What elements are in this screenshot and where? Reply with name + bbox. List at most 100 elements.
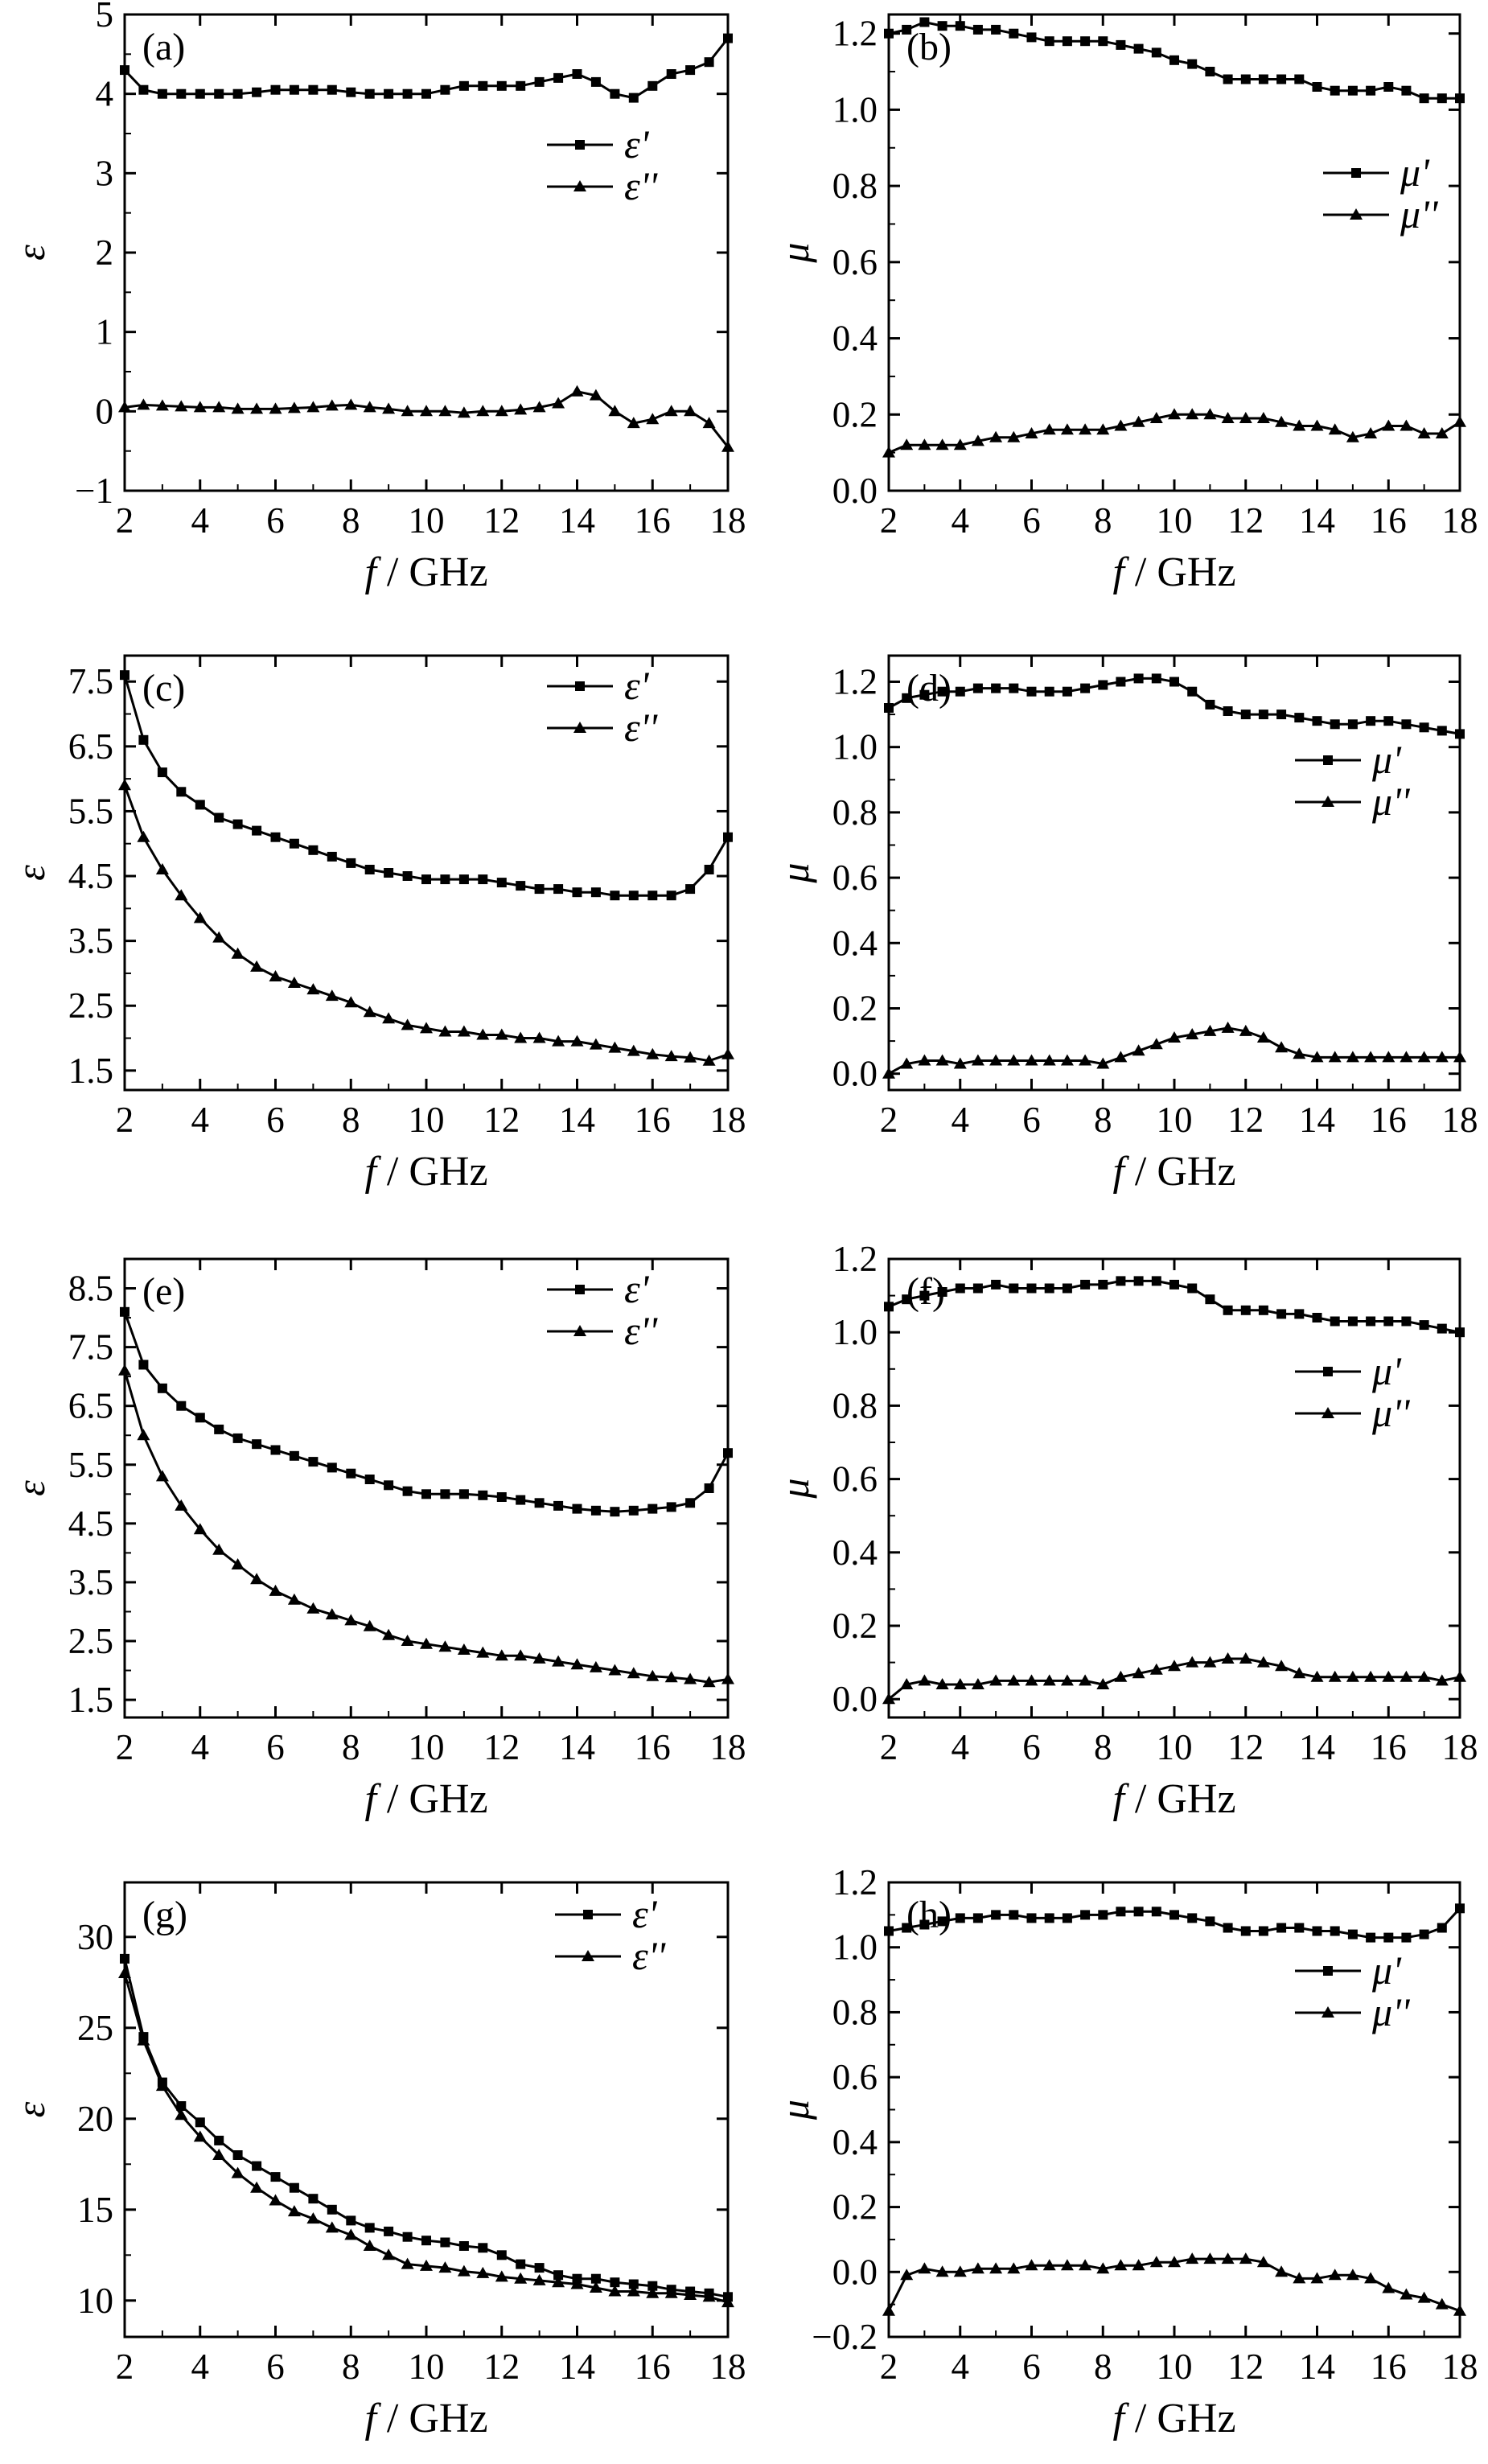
data-point (120, 65, 129, 76)
y-tick-label: 1.0 (832, 89, 878, 130)
data-point (420, 1637, 433, 1649)
x-tick-label: 18 (710, 1727, 746, 1767)
data-point (402, 871, 413, 881)
y-tick-label: 0.2 (832, 1606, 878, 1646)
x-tick-label: 6 (1022, 2347, 1041, 2387)
data-point (250, 2181, 264, 2193)
data-point (989, 2262, 1003, 2274)
x-tick-label: 10 (1157, 2347, 1193, 2387)
data-point (1453, 1051, 1466, 1063)
data-point (1417, 427, 1431, 438)
data-point (1223, 706, 1233, 716)
data-point (289, 2182, 299, 2193)
legend-marker (582, 1950, 594, 1961)
legend-marker (1351, 168, 1361, 178)
data-point (1435, 1051, 1449, 1063)
data-point (1042, 423, 1056, 435)
data-point (1203, 1024, 1217, 1036)
y-tick-label: 1.2 (832, 661, 878, 701)
y-tick-label: 0.6 (832, 2057, 878, 2097)
y-tick-label: 6.5 (68, 726, 113, 767)
x-tick-label: 6 (266, 1100, 285, 1140)
data-point (478, 874, 488, 885)
data-point (723, 832, 733, 842)
data-point (252, 2161, 262, 2171)
data-point (1400, 419, 1413, 431)
data-point (138, 84, 149, 95)
data-point (1060, 423, 1074, 435)
x-tick-label: 10 (409, 500, 445, 541)
y-tick-label: 0.0 (832, 1054, 878, 1094)
data-point (1294, 74, 1305, 84)
data-point (1240, 1926, 1251, 1936)
x-tick-label: 18 (710, 2347, 746, 2387)
data-point (882, 1067, 895, 1079)
x-tick-label: 8 (1094, 2347, 1112, 2387)
data-point (1312, 1926, 1322, 1936)
data-point (308, 2194, 319, 2204)
data-point (608, 1664, 622, 1676)
y-tick-label: 7.5 (68, 661, 113, 701)
data-point (1417, 1051, 1431, 1063)
data-point (646, 1047, 660, 1059)
data-point (608, 2285, 622, 2297)
data-point (269, 1584, 282, 1596)
data-point (608, 1041, 622, 1053)
x-axis-label: f / GHz (364, 2396, 487, 2441)
data-point (1294, 713, 1305, 723)
data-point (193, 911, 207, 923)
data-point (1133, 1907, 1144, 1917)
data-point (514, 2272, 528, 2284)
data-point (384, 88, 394, 99)
data-point (1346, 430, 1359, 442)
data-point (1310, 1670, 1324, 1682)
data-point (646, 413, 660, 425)
data-point (252, 87, 262, 97)
data-point (1168, 1031, 1181, 1043)
panel-label: (g) (142, 1894, 187, 1936)
data-point (212, 2149, 226, 2160)
data-point (308, 84, 319, 95)
legend-label: ε'' (624, 1308, 658, 1353)
legend-label: μ'' (1371, 779, 1411, 824)
data-point (884, 1926, 894, 1936)
panel-label: (b) (906, 26, 952, 68)
data-point (212, 1543, 226, 1555)
data-point (919, 1919, 930, 1930)
legend-marker (575, 681, 585, 691)
x-axis-label: f / GHz (1112, 1776, 1235, 1822)
y-tick-label: 20 (77, 2099, 113, 2139)
data-point (457, 2264, 471, 2277)
data-point (646, 1669, 660, 1681)
y-tick-label: 0.8 (832, 792, 878, 833)
data-point (953, 438, 967, 450)
y-axis-label: ε (8, 2101, 53, 2117)
x-tick-label: 12 (483, 2347, 520, 2387)
data-point (1080, 1910, 1091, 1920)
legend-label: ε' (624, 1266, 650, 1311)
x-tick-label: 2 (116, 1100, 134, 1140)
data-point (1132, 1044, 1145, 1056)
x-tick-label: 12 (1227, 500, 1264, 541)
data-point (685, 1498, 696, 1508)
x-tick-label: 2 (880, 1727, 898, 1767)
x-tick-label: 18 (1442, 1727, 1478, 1767)
data-point (570, 385, 584, 397)
data-point (1133, 43, 1144, 54)
data-point (1151, 1276, 1161, 1286)
data-point (589, 389, 602, 401)
x-tick-label: 2 (116, 2347, 134, 2387)
data-point (610, 2277, 620, 2288)
legend: μ'μ'' (1295, 1948, 1411, 2034)
legend: μ'μ'' (1295, 737, 1411, 824)
data-point (570, 2277, 584, 2289)
data-point (496, 80, 507, 91)
data-point (721, 2296, 734, 2308)
y-axis-label: μ (772, 2100, 817, 2121)
data-point (1310, 2272, 1324, 2284)
panel-label: (e) (142, 1270, 185, 1313)
x-tick-label: 4 (191, 1100, 210, 1140)
data-point (664, 2286, 678, 2298)
data-point (1169, 1910, 1179, 1920)
y-tick-label: 1.5 (68, 1680, 113, 1720)
